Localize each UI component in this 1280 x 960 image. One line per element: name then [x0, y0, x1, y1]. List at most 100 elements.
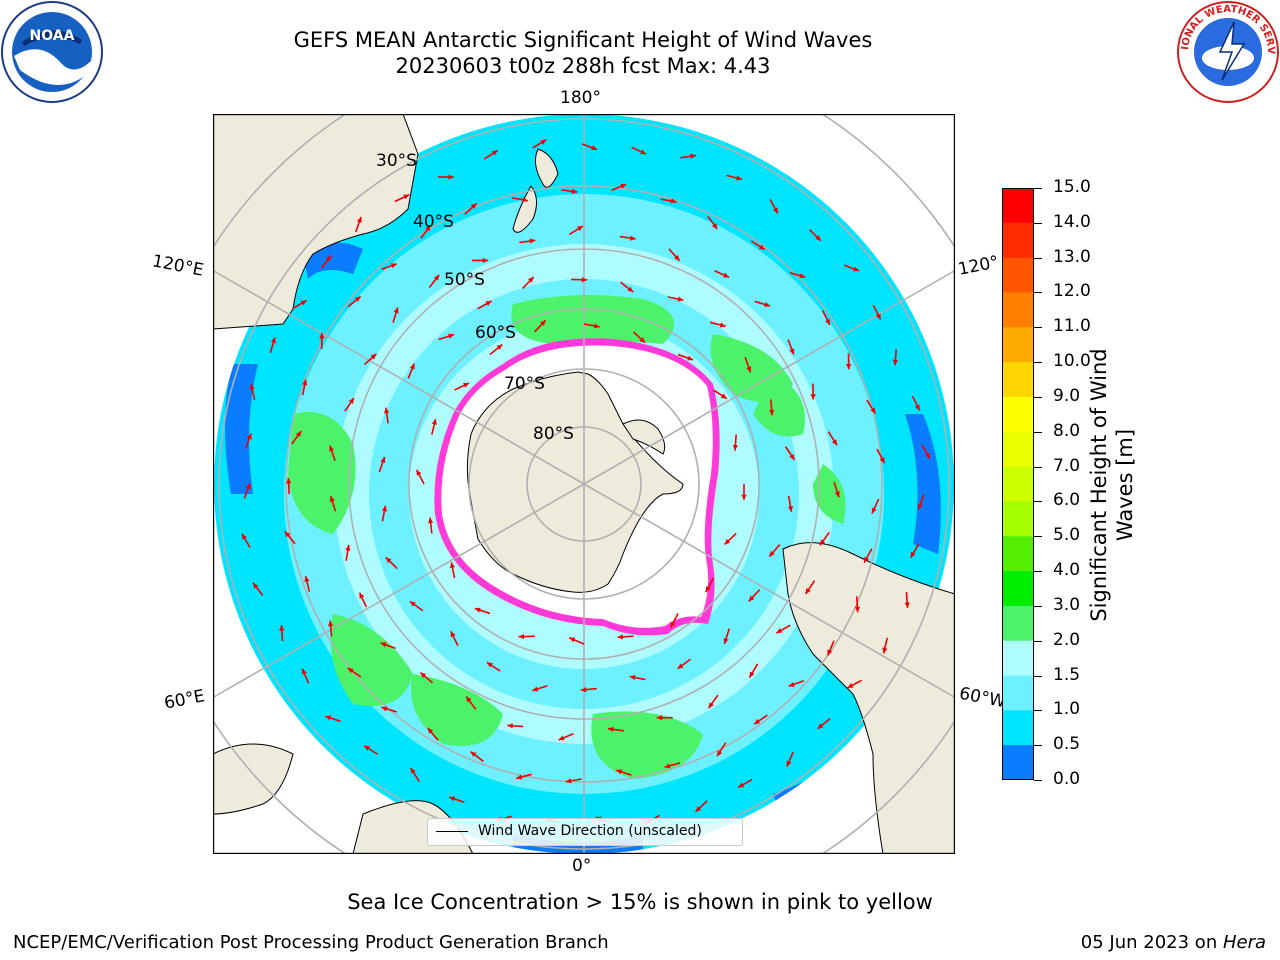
colorbar-band	[1002, 605, 1034, 642]
wind-arrow-head	[246, 433, 252, 440]
wind-arrow-head	[518, 633, 525, 640]
wind-arrow-head	[882, 647, 888, 654]
wind-arrow-head	[758, 244, 765, 250]
wind-arrow-head	[620, 183, 627, 189]
lat-label-60s: 60°S	[475, 323, 516, 343]
colorbar-label: Significant Height of Wind Waves [m]	[1087, 348, 1137, 622]
colorbar-band	[1002, 362, 1034, 398]
wind-arrow-head	[871, 507, 877, 514]
wind-arrow-head	[300, 300, 307, 306]
wind-arrow-head	[732, 444, 739, 451]
wind-arrow-head	[749, 671, 755, 678]
wind-arrow-head	[540, 320, 546, 327]
wind-arrow-head	[284, 531, 291, 538]
wind-arrow-head	[381, 505, 388, 512]
wind-arrow-head	[482, 257, 489, 264]
wind-arrow-head	[769, 550, 775, 557]
wind-arrow-head	[245, 483, 251, 490]
wind-arrow-head	[819, 539, 826, 546]
wind-arrow-head	[565, 778, 572, 784]
wind-arrow-head	[687, 355, 694, 361]
wind-arrow-head	[425, 225, 431, 232]
colorbar-tick-mark	[1034, 188, 1042, 189]
wind-arrow-head	[433, 274, 440, 281]
wind-arrow-head	[249, 384, 255, 391]
colorbar-tick-label: 5.0	[1053, 525, 1081, 546]
wind-arrow-head	[380, 642, 387, 648]
colorbar-tick-label: 2.0	[1053, 629, 1081, 650]
wind-arrow-head	[348, 397, 354, 404]
wind-arrow-head	[786, 760, 792, 767]
colorbar-tick-label: 15.0	[1053, 177, 1091, 197]
wind-arrow-head	[474, 607, 481, 613]
colorbar-tick-mark	[1034, 362, 1042, 364]
wind-arrow-head	[580, 687, 587, 693]
colorbar-tick-label: 9.0	[1053, 385, 1081, 406]
wind-arrow-head	[540, 139, 547, 145]
colorbar-tick-label: 11.0	[1053, 316, 1091, 337]
lat-label-50s: 50°S	[444, 270, 485, 290]
wind-arrow-head	[329, 445, 335, 452]
colorbar	[1002, 188, 1034, 781]
wind-arrow-head	[516, 774, 523, 780]
colorbar-band	[1002, 745, 1034, 781]
wind-arrow-head	[910, 551, 916, 558]
wind-arrow-head	[593, 323, 600, 329]
wind-arrow-head	[720, 393, 727, 399]
colorbar-band	[1002, 466, 1034, 502]
colorbar-tick-label: 0.0	[1053, 769, 1081, 789]
lon-label-60e: 60°E	[162, 686, 207, 714]
wind-arrow-head	[409, 363, 415, 370]
wind-arrow-head	[576, 226, 583, 232]
wind-arrow-head	[364, 745, 371, 751]
wind-arrow-head	[381, 706, 388, 712]
wind-arrow-head	[825, 318, 830, 325]
wind-arrow-head	[741, 494, 747, 500]
wind-wave-arrows	[241, 139, 931, 825]
wind-arrow-head	[242, 533, 247, 540]
wind-arrow-head	[449, 562, 456, 569]
footer-right: 05 Jun 2023 on Hera	[1081, 932, 1266, 953]
lon-label-60w: 60°W	[957, 683, 1008, 713]
wind-arrow-head	[571, 188, 578, 194]
colorbar-band	[1002, 257, 1034, 293]
colorbar-tick-label: 3.0	[1053, 594, 1081, 615]
lat-label-30s: 30°S	[376, 151, 417, 171]
colorbar-tick-label: 1.5	[1053, 664, 1081, 685]
wind-arrow-head	[705, 586, 711, 593]
wind-arrow-head	[617, 634, 624, 640]
africa-land	[213, 743, 294, 815]
chart-subtitle: 20230603 t00z 288h fcst Max: 4.43	[395, 54, 771, 78]
wind-arrow-head	[864, 556, 870, 563]
colorbar-tick-label: 14.0	[1053, 211, 1091, 232]
colorbar-band	[1002, 571, 1034, 607]
colorbar-tick-mark	[1034, 780, 1042, 781]
wind-arrow-head	[629, 235, 636, 241]
wind-arrow-head	[717, 750, 723, 757]
wind-arrow-head	[470, 751, 477, 758]
colorbar-tick-mark	[1034, 536, 1042, 538]
wind-arrow-head	[748, 595, 755, 602]
wind-arrow-head	[854, 606, 860, 613]
colorbar-frame	[1002, 188, 1034, 780]
wind-arrow-head	[712, 223, 718, 230]
wind-arrow-head	[354, 296, 361, 302]
wind-arrow-head	[656, 715, 663, 721]
wind-arrow-head	[286, 478, 292, 484]
colorbar-tick-label: 0.5	[1053, 734, 1081, 755]
wind-arrow-head	[846, 363, 852, 370]
wind-arrow-head	[449, 796, 456, 802]
wind-arrow-head	[772, 207, 778, 214]
wind-arrow-head	[736, 175, 743, 181]
wind-arrow-head	[302, 379, 308, 386]
wind-arrow-head	[385, 557, 392, 564]
lat-label-70s: 70°S	[504, 374, 545, 394]
colorbar-tick-mark	[1034, 396, 1042, 398]
colorbar-band	[1002, 640, 1034, 677]
wind-arrow-head	[754, 718, 761, 725]
wind-arrow-head	[670, 198, 677, 204]
colorbar-tick-mark	[1034, 257, 1042, 259]
colorbar-tick-label: 8.0	[1053, 420, 1081, 441]
wind-arrow-head	[805, 588, 811, 594]
wind-arrow-head	[591, 145, 598, 151]
